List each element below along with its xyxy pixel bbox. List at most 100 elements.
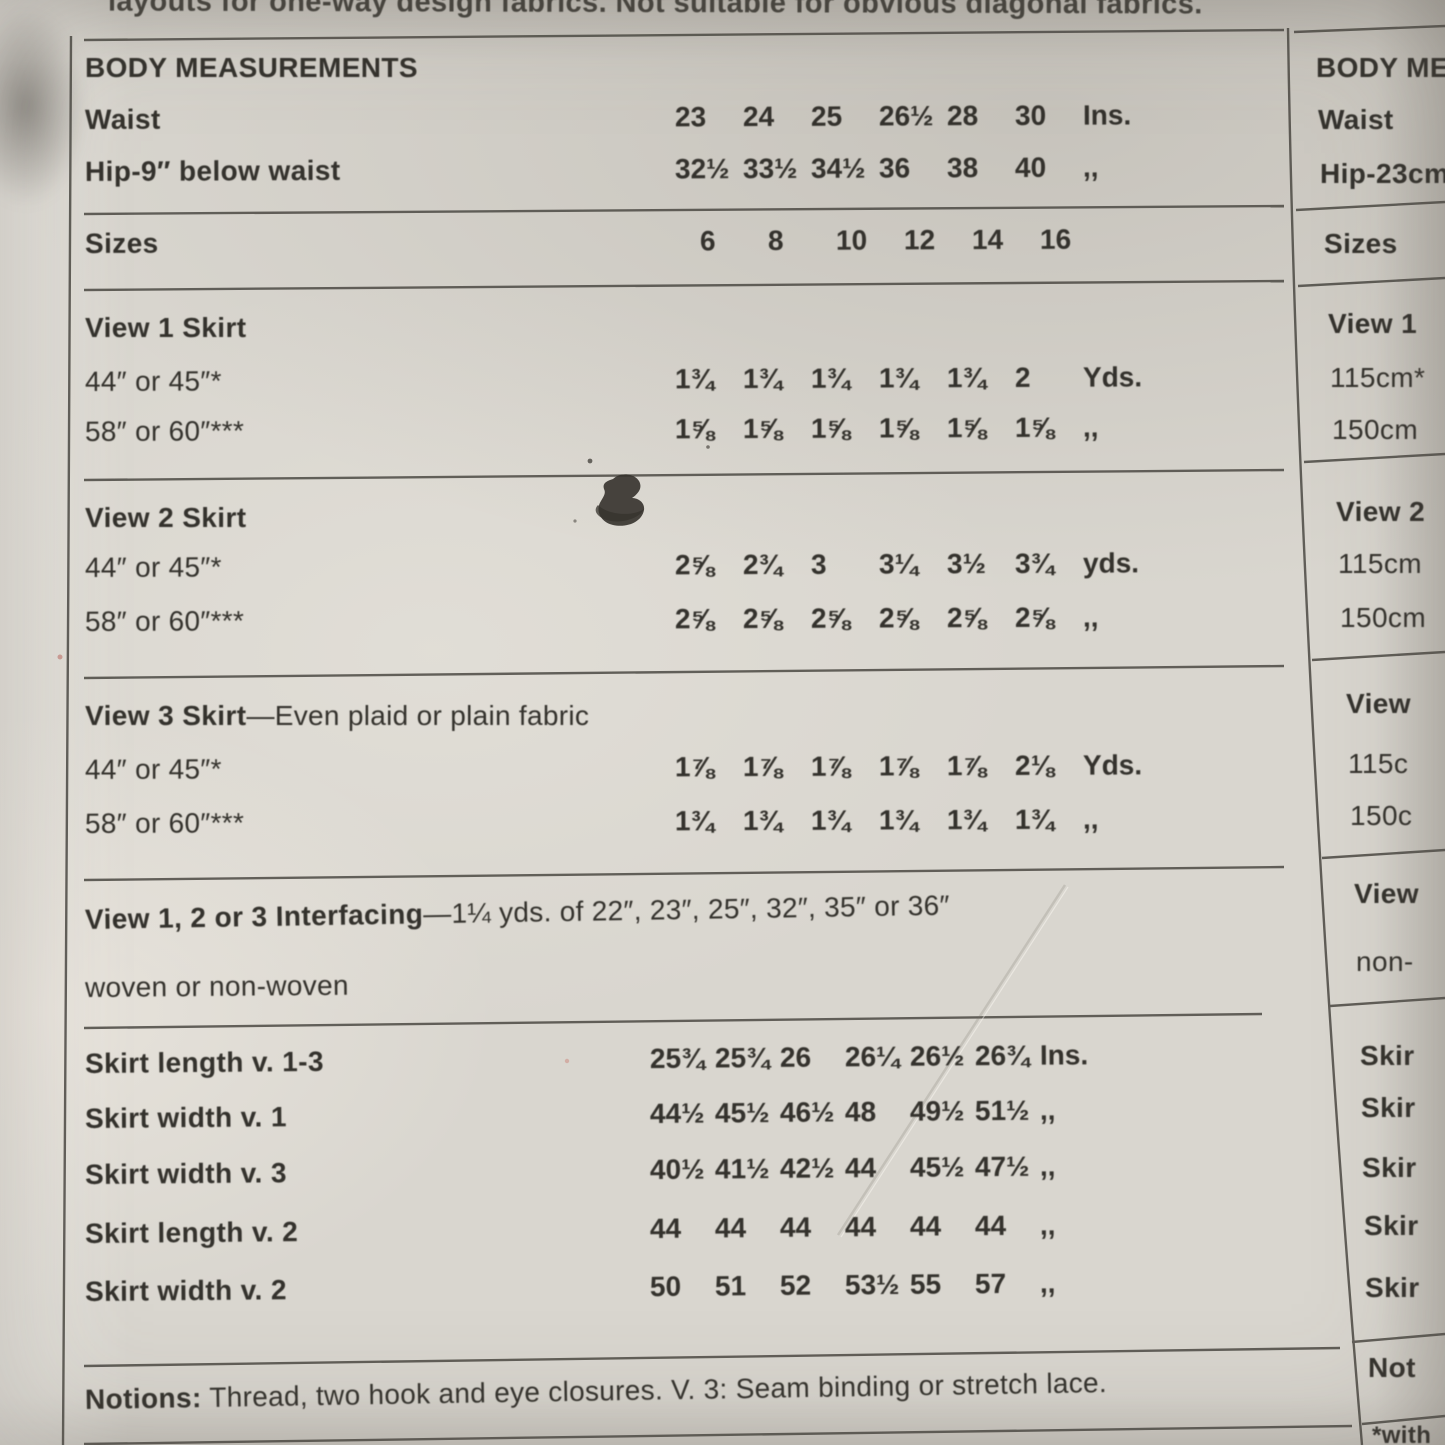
cell-value: 55 — [909, 1268, 942, 1300]
cell-value: 1¾ — [674, 805, 714, 837]
cell-value: 1¾ — [742, 804, 782, 837]
cell-value: 44 — [714, 1212, 747, 1244]
cell-value: 1¾ — [878, 362, 918, 394]
right-column-fragment: Hip-23cm — [1320, 158, 1445, 189]
cell-value: 34½ — [810, 152, 866, 184]
table-row: 44″ or 45″* 1¾ 1¾ 1¾ 1¾ 1¾ 2 Yds. — [85, 361, 1300, 400]
right-column-fragment: Skir — [1365, 1272, 1420, 1303]
cell-value: 2⅝ — [946, 602, 986, 634]
row-values: 40½ 41½ 42½ 44 45½ 47½ ,, — [650, 1150, 1135, 1186]
unit-cell: Yds. — [1082, 361, 1143, 393]
row-values: 2⅝ 2¾ 3 3¼ 3½ 3¾ yds. — [675, 547, 1178, 581]
right-column-fragment: BODY ME — [1316, 52, 1445, 83]
right-column-fragment: Sizes — [1324, 228, 1398, 259]
top-cut-text: layouts for one-way design fabrics. Not … — [107, 0, 1203, 21]
cell-value: 40½ — [649, 1153, 705, 1186]
cell-value: 1⅝ — [878, 412, 918, 444]
right-column-fragment: 150cm — [1332, 414, 1419, 445]
right-column-fragment: non- — [1356, 946, 1414, 977]
cell-value: 44 — [974, 1209, 1007, 1242]
cell-value: 25¾ — [714, 1042, 770, 1074]
row-label: Skirt width v. 3 — [84, 1157, 288, 1190]
cell-value: 1⅞ — [878, 750, 918, 782]
row-values: 25¾ 25¾ 26 26¼ 26½ 26¾ Ins. — [650, 1039, 1135, 1075]
cell-value: 45½ — [909, 1151, 965, 1183]
row-label: 58″ or 60″*** — [84, 605, 245, 637]
cell-value: 1¾ — [742, 362, 782, 395]
unit-cell — [1108, 223, 1203, 255]
cell-value: 2⅝ — [878, 602, 918, 634]
cell-value: 44 — [844, 1152, 877, 1184]
right-column-fragment: 115cm — [1338, 548, 1422, 579]
notions-text: Notions: Thread, two hook and eye closur… — [85, 1367, 1107, 1416]
row-label: Waist — [84, 103, 161, 135]
unit-cell: yds. — [1082, 547, 1140, 579]
row-values: 2⅝ 2⅝ 2⅝ 2⅝ 2⅝ 2⅝ ,, — [675, 601, 1178, 635]
notions-rest: Thread, two hook and eye closures. V. 3:… — [201, 1367, 1108, 1414]
right-column-fragment: Skir — [1360, 1040, 1415, 1071]
cell-value: 12 — [903, 224, 936, 256]
row-label: 44″ or 45″* — [84, 365, 222, 397]
row-label: Sizes — [84, 227, 159, 259]
cell-value: 1¾ — [946, 362, 986, 394]
cell-value: 26 — [779, 1041, 812, 1073]
cell-value: 3¾ — [1014, 547, 1054, 579]
section-title-view3-bold: View 3 Skirt — [85, 700, 247, 731]
unit-cell: ,, — [1039, 1267, 1056, 1299]
cell-value: 26½ — [909, 1040, 965, 1072]
cell-value: 47½ — [974, 1150, 1030, 1183]
unit-cell: ,, — [1082, 411, 1099, 443]
unit-cell: ,, — [1082, 151, 1099, 183]
right-column-fragment: Not — [1368, 1352, 1416, 1383]
unit-cell: Ins. — [1039, 1039, 1089, 1071]
interfacing-rest: —1¼ yds. of 22″, 23″, 25″, 32″, 35″ or 3… — [422, 889, 950, 930]
table-row: Skirt length v. 1-3 25¾ 25¾ 26 26¼ 26½ 2… — [85, 1037, 1300, 1082]
cell-value: 50 — [649, 1270, 682, 1303]
table-row: Skirt length v. 2 44 44 44 44 44 44 ,, — [85, 1207, 1300, 1252]
cell-value: 2⅝ — [1014, 601, 1054, 633]
table-row: 44″ or 45″* 2⅝ 2¾ 3 3¼ 3½ 3¾ yds. — [85, 547, 1300, 586]
table-row: Skirt width v. 1 44½ 45½ 46½ 48 49½ 51½ … — [85, 1092, 1300, 1137]
row-label: 58″ or 60″*** — [84, 807, 245, 839]
right-column-fragment: Skir — [1362, 1152, 1417, 1183]
right-column-fragment: Waist — [1318, 104, 1394, 135]
cell-value: 1¾ — [1014, 803, 1054, 835]
row-label: 44″ or 45″* — [84, 753, 222, 785]
cell-value: 46½ — [779, 1096, 835, 1128]
section-title-view3-rest: —Even plaid or plain fabric — [246, 700, 590, 731]
cell-value: 26¾ — [974, 1039, 1030, 1072]
cell-value: 44½ — [649, 1097, 705, 1130]
row-label: Hip-9″ below waist — [84, 154, 341, 187]
cell-value: 1⅞ — [946, 750, 986, 782]
cell-value: 38 — [946, 152, 979, 184]
right-column-fragment: View — [1354, 878, 1419, 909]
cell-value: 32½ — [674, 153, 730, 185]
cell-value: 8 — [767, 224, 784, 257]
cell-value: 3½ — [946, 548, 986, 580]
row-values: 50 51 52 53½ 55 57 ,, — [650, 1267, 1135, 1303]
row-label: Skirt width v. 1 — [84, 1101, 288, 1134]
row-values: 1¾ 1¾ 1¾ 1¾ 1¾ 2 Yds. — [675, 361, 1178, 395]
cell-value: 40 — [1014, 151, 1047, 183]
right-column-fragment: 115cm* — [1330, 362, 1426, 393]
cell-value: 28 — [946, 100, 979, 132]
cell-value: 44 — [779, 1211, 812, 1243]
cell-value: 2⅛ — [1014, 749, 1054, 781]
row-label: Skirt length v. 2 — [84, 1216, 299, 1249]
interfacing-line2: woven or non-woven — [84, 969, 349, 1003]
cell-value: 51 — [714, 1270, 747, 1302]
cell-value: 44 — [844, 1211, 877, 1243]
right-column-fragment: Skir — [1364, 1210, 1419, 1241]
right-column-fragment: 115c — [1348, 748, 1409, 779]
cell-value: 1⅝ — [674, 413, 714, 445]
cell-value: 44 — [649, 1212, 682, 1245]
section-title-view1: View 1 Skirt — [85, 312, 247, 343]
row-values: 44½ 45½ 46½ 48 49½ 51½ ,, — [650, 1094, 1135, 1130]
cell-value: 2 — [1014, 361, 1031, 393]
cell-value: 14 — [971, 223, 1004, 256]
cell-value: 25 — [810, 100, 843, 132]
table-row: Sizes 6 8 10 12 14 16 — [85, 223, 1300, 262]
cell-value: 2⅝ — [742, 602, 782, 635]
right-column-fragment: *with — [1372, 1422, 1432, 1445]
cell-value: 1⅝ — [742, 412, 782, 445]
